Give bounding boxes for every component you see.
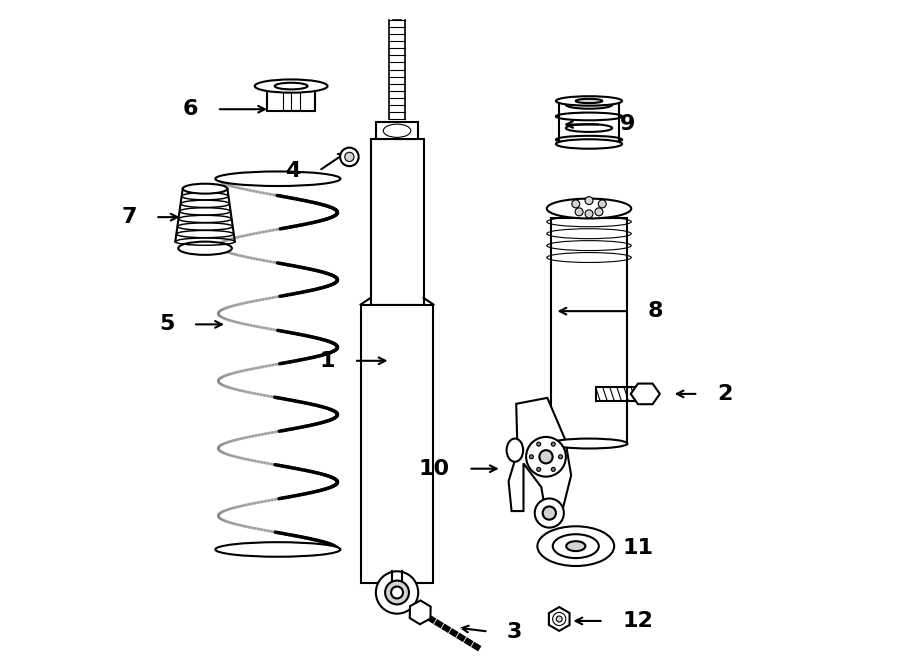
- Circle shape: [559, 455, 562, 459]
- Circle shape: [552, 442, 555, 446]
- Circle shape: [392, 587, 403, 598]
- FancyBboxPatch shape: [376, 122, 418, 139]
- Text: 7: 7: [122, 207, 137, 227]
- Ellipse shape: [556, 96, 622, 106]
- Circle shape: [556, 616, 562, 622]
- FancyBboxPatch shape: [551, 218, 627, 444]
- Circle shape: [543, 506, 556, 520]
- Circle shape: [526, 437, 566, 477]
- Ellipse shape: [215, 542, 340, 557]
- Ellipse shape: [551, 439, 627, 449]
- Ellipse shape: [576, 99, 602, 103]
- Ellipse shape: [556, 139, 622, 149]
- Text: 3: 3: [507, 622, 522, 641]
- Text: 12: 12: [622, 611, 653, 631]
- Circle shape: [552, 467, 555, 471]
- Ellipse shape: [547, 199, 631, 218]
- Text: 1: 1: [320, 351, 336, 371]
- Circle shape: [385, 581, 409, 604]
- Ellipse shape: [178, 242, 232, 255]
- Circle shape: [575, 208, 583, 216]
- Circle shape: [535, 498, 564, 528]
- Ellipse shape: [215, 171, 340, 186]
- FancyBboxPatch shape: [371, 139, 424, 305]
- FancyBboxPatch shape: [267, 86, 315, 111]
- Ellipse shape: [183, 184, 228, 193]
- Text: 5: 5: [159, 314, 175, 334]
- Ellipse shape: [274, 83, 308, 89]
- Polygon shape: [631, 383, 660, 404]
- Ellipse shape: [566, 542, 585, 551]
- Text: 4: 4: [285, 161, 301, 181]
- Polygon shape: [410, 600, 431, 624]
- Text: 2: 2: [716, 384, 733, 404]
- Circle shape: [572, 200, 580, 208]
- Circle shape: [340, 148, 358, 166]
- Circle shape: [539, 450, 553, 463]
- Circle shape: [536, 442, 541, 446]
- FancyBboxPatch shape: [361, 305, 434, 583]
- Circle shape: [376, 571, 418, 614]
- Ellipse shape: [255, 79, 328, 93]
- Ellipse shape: [537, 526, 614, 566]
- Circle shape: [536, 467, 541, 471]
- Ellipse shape: [553, 534, 599, 558]
- Circle shape: [598, 200, 607, 208]
- Text: 9: 9: [619, 115, 634, 134]
- Text: 11: 11: [622, 538, 653, 558]
- Text: 8: 8: [647, 301, 662, 321]
- Polygon shape: [508, 398, 572, 523]
- Circle shape: [529, 455, 534, 459]
- Polygon shape: [549, 607, 570, 631]
- Circle shape: [345, 152, 354, 162]
- Circle shape: [585, 210, 593, 218]
- Circle shape: [585, 197, 593, 205]
- Text: 6: 6: [183, 99, 198, 119]
- Ellipse shape: [507, 439, 523, 462]
- Text: 10: 10: [418, 459, 450, 479]
- Circle shape: [595, 208, 603, 216]
